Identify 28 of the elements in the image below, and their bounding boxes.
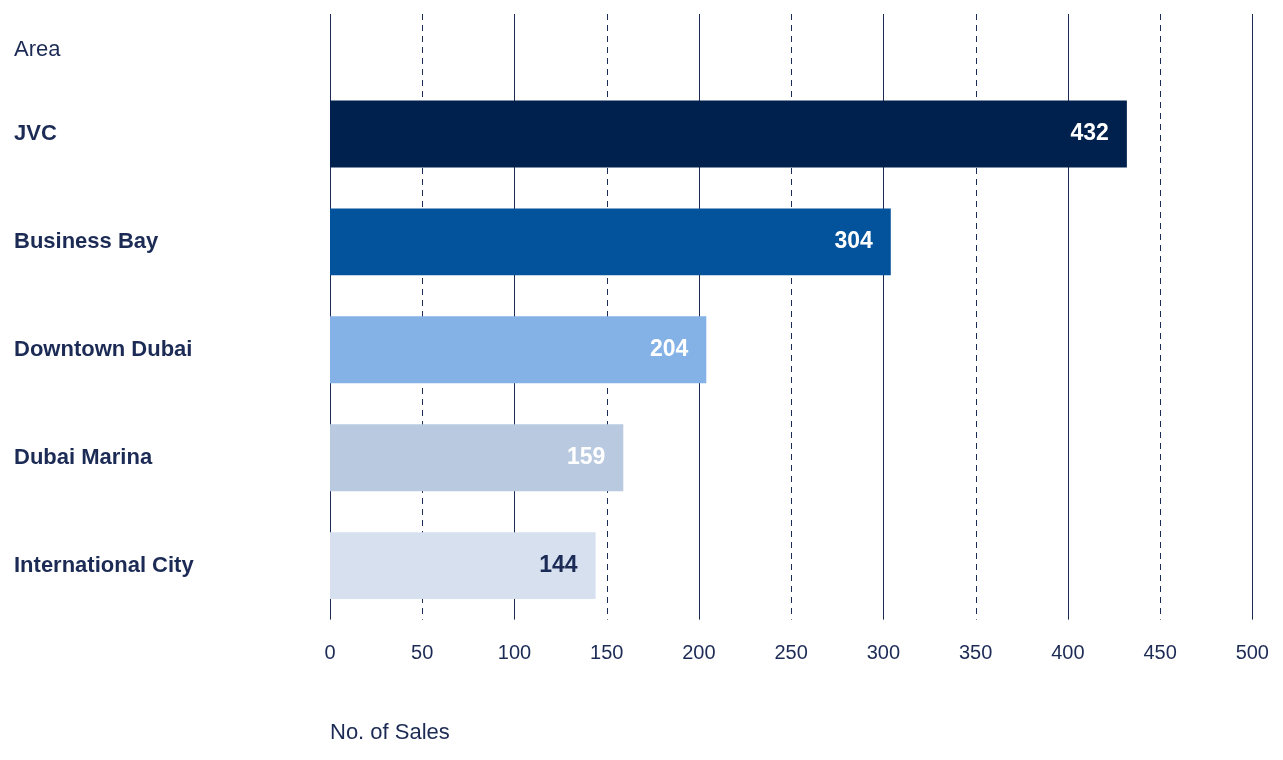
bar — [330, 100, 1127, 168]
x-tick-label: 0 — [324, 641, 336, 664]
y-tick-label: JVC — [14, 120, 57, 146]
x-tick-label: 50 — [411, 641, 434, 664]
bar — [330, 316, 707, 384]
x-tick-label: 300 — [866, 641, 901, 664]
x-tick-label: 150 — [590, 641, 624, 664]
y-tick-label: Dubai Marina — [14, 443, 153, 469]
bar — [330, 532, 596, 600]
y-tick-label: International City — [14, 551, 195, 577]
y-tick-label: Business Bay — [14, 227, 160, 253]
data-label: 304 — [834, 227, 873, 254]
x-tick-label: 500 — [1235, 641, 1269, 664]
x-tick-label: 350 — [958, 641, 993, 664]
x-axis-title: No. of Sales — [330, 718, 450, 744]
y-axis-title: Area — [14, 36, 62, 62]
y-tick-label: Downtown Dubai — [14, 335, 193, 361]
data-label: 432 — [1070, 119, 1109, 146]
x-tick-label: 200 — [682, 641, 716, 664]
x-tick-label: 100 — [497, 641, 532, 664]
data-label: 144 — [539, 550, 578, 577]
data-label: 204 — [649, 335, 689, 362]
bar — [330, 208, 891, 276]
x-tick-label: 450 — [1143, 641, 1177, 664]
bar — [330, 424, 624, 492]
x-tick-label: 400 — [1051, 641, 1085, 664]
x-tick-label: 250 — [774, 641, 808, 664]
data-label: 159 — [566, 443, 606, 470]
